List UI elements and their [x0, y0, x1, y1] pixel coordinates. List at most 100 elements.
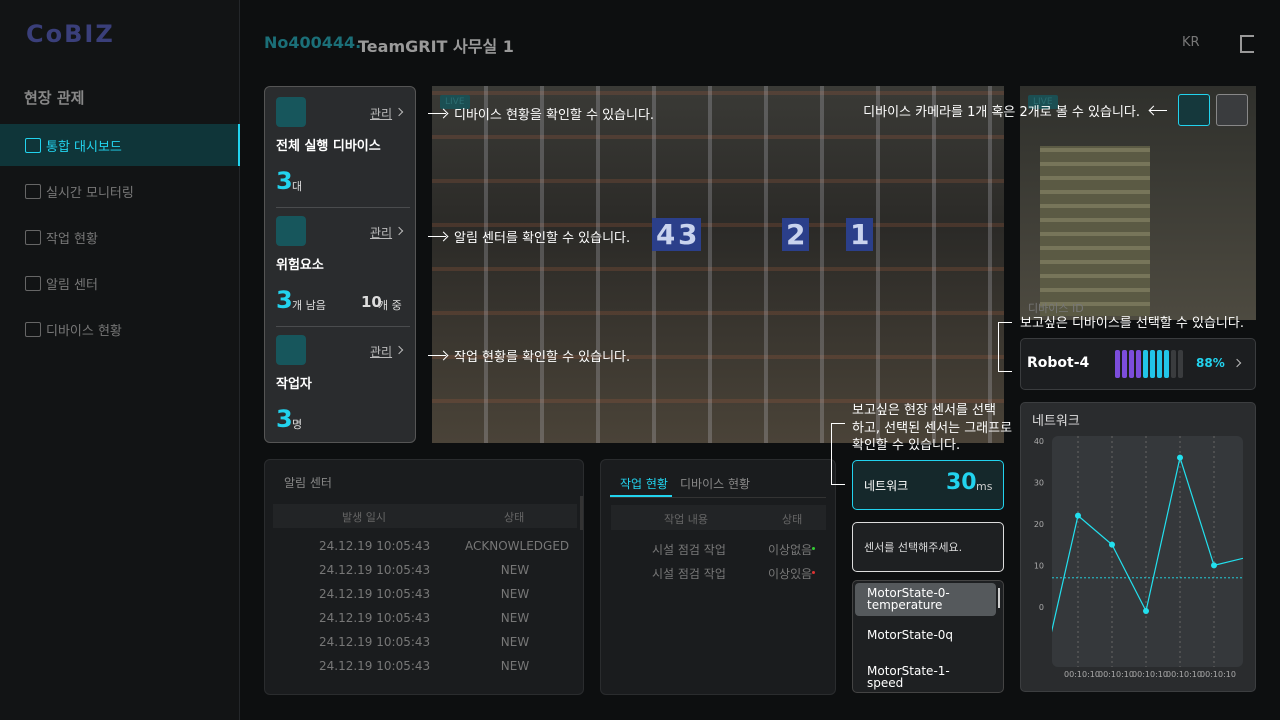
menu-item[interactable]: 작업 현황 [46, 232, 98, 247]
column-header: 상태 [782, 513, 803, 526]
alarm-status: NEW [500, 587, 530, 601]
menu-icon [25, 138, 41, 153]
sidebar-section: 현장 관제 [24, 89, 85, 107]
column-header: 상태 [504, 511, 525, 524]
status-dot [812, 571, 815, 574]
view-double[interactable] [1216, 94, 1248, 126]
alarm-time: 24.12.19 10:05:43 [319, 611, 431, 625]
scrollbar [580, 496, 583, 530]
battery-cell [1136, 350, 1141, 378]
x-tick-label: 00:10:10 [1166, 670, 1202, 679]
status-dot [812, 547, 815, 550]
data-point [1075, 512, 1081, 519]
y-tick-label: 0 [1039, 603, 1044, 612]
guide-bracket [831, 484, 845, 485]
alarm-time: 24.12.19 10:05:43 [319, 563, 431, 577]
sensor-option[interactable]: MotorState-0q [867, 628, 954, 642]
plot-area [1052, 436, 1243, 667]
card-icon [276, 97, 306, 127]
card-total: 10 [361, 293, 382, 311]
sensor-name: 네트워크 [864, 479, 909, 493]
live-badge: LIVE [440, 95, 470, 109]
alarm-status: NEW [500, 659, 530, 673]
card-divider [276, 207, 410, 208]
shelf-sign: 3 [674, 218, 702, 251]
guide-arrow [1149, 110, 1167, 111]
data-point [1177, 454, 1183, 461]
sensor-select[interactable] [852, 522, 1004, 572]
sensor-card[interactable] [852, 460, 1004, 510]
alarm-time: 24.12.19 10:05:43 [319, 587, 431, 601]
language[interactable]: KR [1182, 35, 1200, 50]
guide-text: 하고, 선택된 센서는 그래프로 [852, 420, 1013, 436]
sensor-option[interactable]: MotorState-1-speed [867, 664, 950, 690]
y-tick-label: 10 [1034, 561, 1044, 570]
card-divider [276, 326, 410, 327]
tab-underline [610, 495, 672, 497]
work-task: 시설 점검 작업 [652, 543, 726, 557]
x-tick-label: 00:10:10 [1064, 670, 1100, 679]
alarm-status: ACKNOWLEDGED [465, 539, 570, 553]
card-icon [276, 216, 306, 246]
live-badge: LIVE [1028, 95, 1058, 109]
chart-title: 네트워크 [1032, 414, 1080, 429]
network-chart: 네트워크01020304000:10:1000:10:1000:10:1000:… [1032, 414, 1243, 679]
view-single[interactable] [1178, 94, 1210, 126]
pallets [1040, 146, 1150, 316]
alarm-time: 24.12.19 10:05:43 [319, 635, 431, 649]
menu-icon [25, 322, 41, 337]
menu-item[interactable]: 실시간 모니터링 [46, 186, 134, 201]
x-tick-label: 00:10:10 [1132, 670, 1168, 679]
card-total-unit: 개 중 [378, 299, 402, 312]
alarm-panel [264, 459, 584, 695]
guide-arrow [428, 355, 446, 356]
manage-link[interactable]: 관리 [370, 107, 393, 121]
y-tick-label: 20 [1034, 520, 1044, 529]
work-status: 이상없음 [768, 543, 813, 557]
shelves [432, 86, 1004, 443]
menu-icon [25, 230, 41, 245]
card-title: 전체 실행 디바이스 [276, 139, 381, 154]
battery-cell [1115, 350, 1120, 378]
work-status: 이상있음 [768, 567, 813, 581]
sensor-option[interactable]: MotorState-0-temperature [867, 586, 950, 612]
scrollbar [998, 588, 1000, 608]
device-id-label: 디바이스 ID [1028, 302, 1084, 315]
tab[interactable]: 디바이스 현황 [680, 477, 751, 491]
alarm-time: 24.12.19 10:05:43 [319, 659, 431, 673]
battery-cell [1143, 350, 1148, 378]
battery-cell [1171, 350, 1176, 378]
column-header: 작업 내용 [664, 513, 708, 526]
guide-bracket [998, 371, 1012, 372]
battery-cell [1129, 350, 1134, 378]
y-tick-label: 30 [1034, 478, 1044, 487]
card-value: 3 [276, 405, 293, 433]
manage-link[interactable]: 관리 [370, 345, 393, 359]
data-point [1143, 608, 1149, 615]
table-head [611, 505, 826, 530]
manage-link[interactable]: 관리 [370, 226, 393, 240]
card-unit: 대 [292, 180, 303, 193]
card-value: 3 [276, 286, 293, 314]
card-title: 작업자 [276, 377, 312, 392]
data-point [1211, 562, 1217, 569]
card-unit: 개 남음 [292, 299, 326, 312]
sensor-value: 30 [946, 470, 977, 495]
select-placeholder[interactable]: 센서를 선택해주세요. [864, 541, 963, 554]
work-panel [600, 459, 836, 695]
menu-icon [25, 276, 41, 291]
alarm-status: NEW [500, 611, 530, 625]
panel-title: 알림 센터 [284, 476, 332, 490]
tab[interactable]: 작업 현황 [620, 477, 668, 491]
card-icon [276, 335, 306, 365]
guide-text: 보고싶은 디바이스를 선택할 수 있습니다. [1020, 316, 1244, 331]
card-value: 3 [276, 167, 293, 195]
device-name[interactable]: Robot-4 [1027, 355, 1090, 371]
menu-item[interactable]: 디바이스 현황 [46, 324, 122, 339]
menu-item[interactable]: 알림 센터 [46, 278, 98, 293]
menu-item[interactable]: 통합 대시보드 [46, 140, 122, 155]
guide-text: 보고싶은 현장 센서를 선택 [852, 403, 996, 418]
guide-text: 디바이스 카메라를 1개 혹은 2개로 볼 수 있습니다. [863, 105, 1140, 120]
x-tick-label: 00:10:10 [1098, 670, 1134, 679]
